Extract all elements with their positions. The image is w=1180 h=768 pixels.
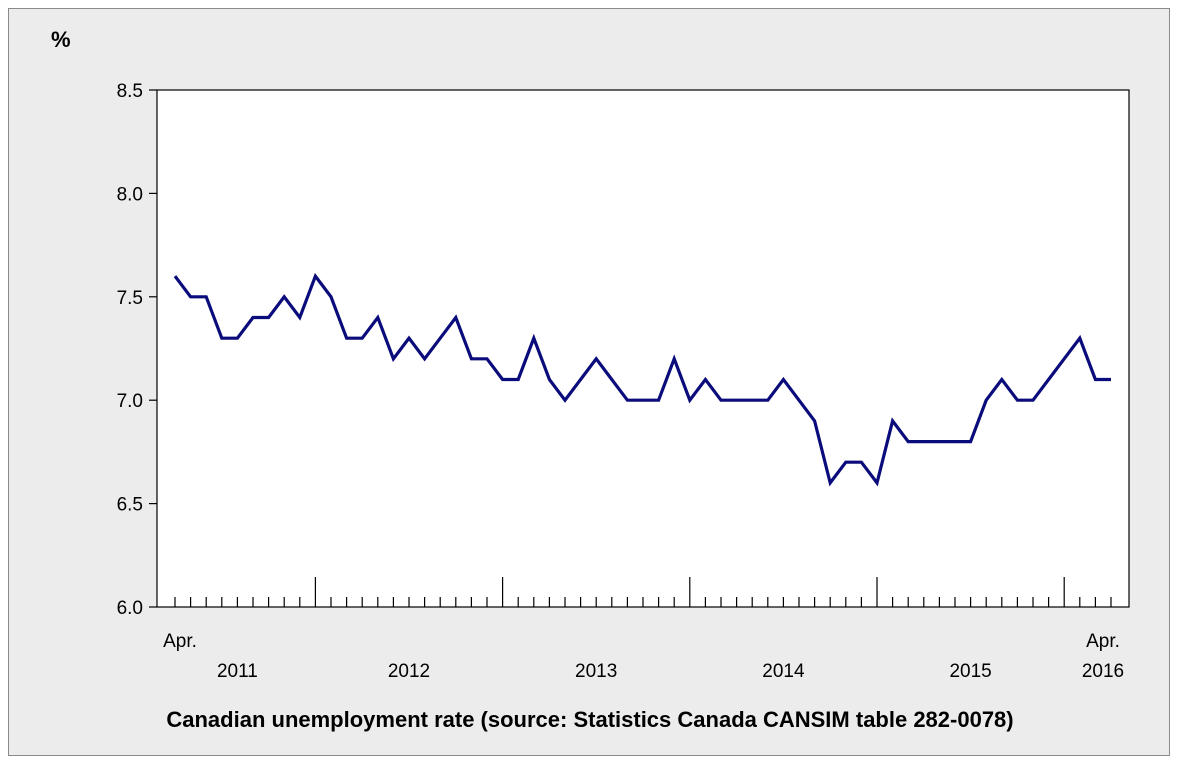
y-tick-label: 7.0 — [117, 391, 143, 412]
x-axis-labels: Apr. Apr. 2011 2012 2013 2014 2015 2016 — [163, 631, 1124, 682]
y-axis: 6.0 6.5 7.0 7.5 8.0 8.5 — [117, 81, 157, 619]
data-point — [938, 440, 941, 443]
data-point — [205, 295, 208, 298]
data-point — [1109, 378, 1112, 381]
data-point — [860, 461, 863, 464]
data-point — [969, 440, 972, 443]
data-point — [907, 440, 910, 443]
data-point — [875, 481, 878, 484]
data-point — [298, 316, 301, 319]
data-point — [1047, 378, 1050, 381]
y-tick-label: 7.5 — [117, 288, 143, 309]
chart-figure: % 6.0 6.5 7.0 7.5 8.0 8.5 Apr. Apr. 2011 2012 201… — [8, 8, 1170, 756]
x-year-label: 2011 — [217, 661, 258, 682]
data-point — [766, 399, 769, 402]
y-tick-label: 6.5 — [117, 495, 143, 516]
data-point — [517, 378, 520, 381]
data-point — [329, 295, 332, 298]
data-point — [501, 378, 504, 381]
data-point — [283, 295, 286, 298]
data-point — [735, 399, 738, 402]
data-point — [220, 337, 223, 340]
data-point — [985, 399, 988, 402]
data-point — [173, 275, 176, 278]
data-point — [579, 378, 582, 381]
x-year-label: 2012 — [388, 661, 430, 682]
data-point — [922, 440, 925, 443]
x-year-label: 2014 — [762, 661, 805, 682]
data-point — [673, 357, 676, 360]
data-point — [797, 399, 800, 402]
data-point — [563, 399, 566, 402]
line-chart: % 6.0 6.5 7.0 7.5 8.0 8.5 Apr. Apr. 2011 2012 201… — [51, 27, 1130, 682]
data-point — [751, 399, 754, 402]
data-point — [361, 337, 364, 340]
data-point — [314, 275, 317, 278]
data-point — [782, 378, 785, 381]
x-year-label: 2016 — [1082, 661, 1124, 682]
data-point — [1000, 378, 1003, 381]
y-tick-label: 8.5 — [117, 81, 143, 102]
x-year-label: 2013 — [575, 661, 617, 682]
data-point — [657, 399, 660, 402]
data-point — [439, 337, 442, 340]
chart-caption: Canadian unemployment rate (source: Stat… — [166, 707, 1014, 732]
data-point — [891, 419, 894, 422]
data-point — [236, 337, 239, 340]
data-point — [376, 316, 379, 319]
data-point — [641, 399, 644, 402]
data-point — [1094, 378, 1097, 381]
data-point — [844, 461, 847, 464]
data-point — [407, 337, 410, 340]
data-point — [267, 316, 270, 319]
data-point — [610, 378, 613, 381]
plot-area — [156, 89, 1130, 608]
data-point — [953, 440, 956, 443]
data-point — [532, 337, 535, 340]
data-point — [548, 378, 551, 381]
data-point — [829, 481, 832, 484]
x-axis — [174, 577, 1112, 607]
data-point — [1078, 337, 1081, 340]
data-point — [454, 316, 457, 319]
data-point — [595, 357, 598, 360]
x-start-month-label: Apr. — [163, 631, 197, 652]
data-point — [1031, 399, 1034, 402]
data-point — [719, 399, 722, 402]
data-point — [1016, 399, 1019, 402]
unemployment-rate-series-line — [173, 272, 1111, 487]
x-end-month-label: Apr. — [1086, 631, 1120, 652]
x-year-label: 2015 — [949, 661, 991, 682]
y-tick-label: 6.0 — [117, 598, 143, 619]
data-point — [485, 357, 488, 360]
data-point — [470, 357, 473, 360]
y-axis-unit-label: % — [51, 27, 71, 52]
data-point — [189, 295, 192, 298]
data-point — [688, 399, 691, 402]
data-point — [251, 316, 254, 319]
data-point — [392, 357, 395, 360]
data-point — [813, 419, 816, 422]
data-point — [704, 378, 707, 381]
data-point — [423, 357, 426, 360]
y-tick-label: 8.0 — [117, 184, 143, 205]
data-point — [626, 399, 629, 402]
data-point — [1063, 357, 1066, 360]
data-point — [345, 337, 348, 340]
